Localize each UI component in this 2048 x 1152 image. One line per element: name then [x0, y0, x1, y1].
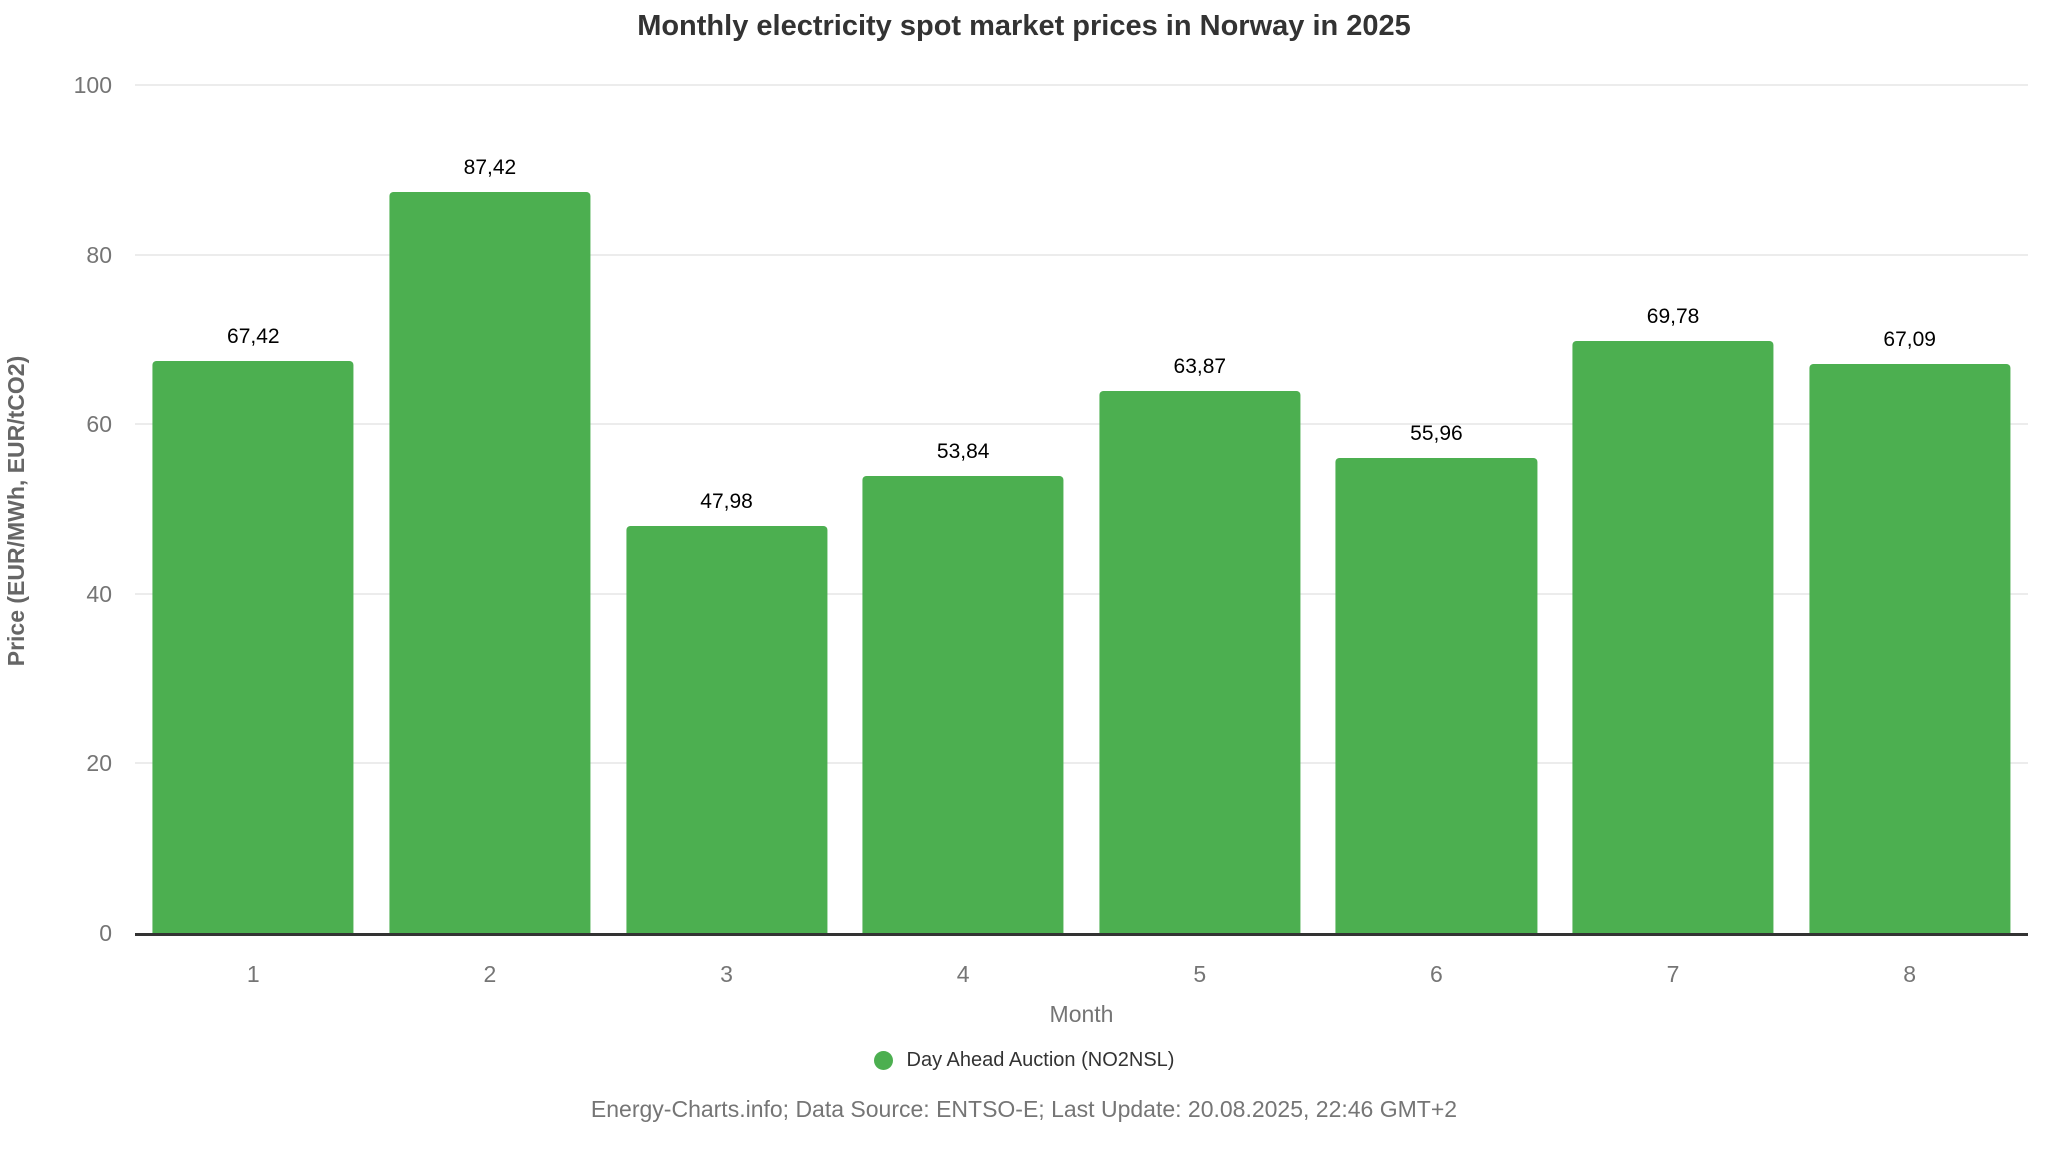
bar-month-6[interactable]	[1335, 458, 1537, 933]
x-tick-label-4: 4	[956, 961, 970, 987]
bar-slot-8: 67,09	[1791, 85, 2028, 933]
bar-slot-5: 63,87	[1082, 85, 1319, 933]
bar-value-label-month-5: 63,87	[1173, 355, 1227, 379]
y-tick-label-0: 0	[99, 920, 112, 946]
gridline-60	[135, 423, 2028, 426]
x-tick-label-6: 6	[1430, 961, 1443, 987]
x-tick-label-8: 8	[1903, 961, 1917, 987]
bar-value-label-month-4: 53,84	[936, 440, 990, 464]
x-tick-label-1: 1	[246, 961, 260, 987]
x-tick-label-2: 2	[483, 961, 497, 987]
chart-title: Monthly electricity spot market prices i…	[637, 10, 1411, 42]
x-axis: 1 2 3 4 5 6 7 8	[135, 959, 2028, 989]
y-axis: 0 20 40 60 80 100	[0, 72, 112, 946]
gridline-20	[135, 762, 2028, 765]
bar-value-label-month-1: 67,42	[227, 325, 280, 349]
y-tick-label-20: 20	[86, 750, 112, 777]
legend: Day Ahead Auction (NO2NSL)	[0, 1042, 2048, 1078]
gridline-100	[135, 84, 2028, 86]
bar-value-label-month-3: 47,98	[700, 490, 753, 514]
legend-item-day-ahead-auction[interactable]: Day Ahead Auction (NO2NSL)	[873, 1048, 1175, 1072]
y-tick-label-60: 60	[86, 411, 112, 438]
bar-month-7[interactable]	[1572, 341, 1774, 933]
bar-month-4[interactable]	[862, 476, 1064, 933]
bar-month-5[interactable]	[1099, 391, 1301, 933]
y-tick-label-80: 80	[86, 241, 112, 268]
bar-value-label-month-7: 69,78	[1646, 305, 1700, 329]
bar-month-8[interactable]	[1809, 364, 2011, 933]
x-tick-label-5: 5	[1193, 961, 1207, 987]
x-tick-label-7: 7	[1666, 961, 1680, 987]
bar-value-label-month-2: 87,42	[463, 155, 517, 179]
bar-month-3[interactable]	[626, 526, 828, 933]
legend-circle-icon	[873, 1050, 893, 1070]
chart-footer: Energy-Charts.info; Data Source: ENTSO-E…	[590, 1096, 1458, 1122]
bar-slot-4: 53,84	[845, 85, 1082, 933]
bar-value-label-month-8: 67,09	[1883, 328, 1936, 352]
x-axis-line	[135, 933, 2028, 936]
x-axis-title: Month	[1049, 1001, 1114, 1027]
bar-value-label-month-6: 55,96	[1410, 422, 1463, 446]
bars-row: 67,42 87,42 47,98 53,84 63,87 55,96 69,78 67,09	[135, 85, 2028, 933]
bar-slot-7: 69,78	[1555, 85, 1792, 933]
bar-slot-2: 87,42	[372, 85, 609, 933]
x-tick-label-3: 3	[720, 961, 733, 987]
bar-slot-1: 67,42	[135, 85, 372, 933]
y-axis-title: Price (EUR/MWh, EUR/tCO2)	[3, 355, 29, 667]
bar-month-1[interactable]	[152, 361, 354, 933]
gridline-40	[135, 592, 2028, 595]
y-tick-label-40: 40	[86, 580, 112, 607]
plot-area: 67,42 87,42 47,98 53,84 63,87 55,96 69,78 67,09	[135, 84, 2028, 936]
bar-slot-3: 47,98	[608, 85, 845, 933]
gridline-80	[135, 253, 2028, 256]
y-tick-label-100: 100	[73, 72, 112, 98]
bar-month-2[interactable]	[389, 191, 591, 933]
bar-slot-6: 55,96	[1318, 85, 1555, 933]
legend-label: Day Ahead Auction (NO2NSL)	[906, 1048, 1175, 1071]
